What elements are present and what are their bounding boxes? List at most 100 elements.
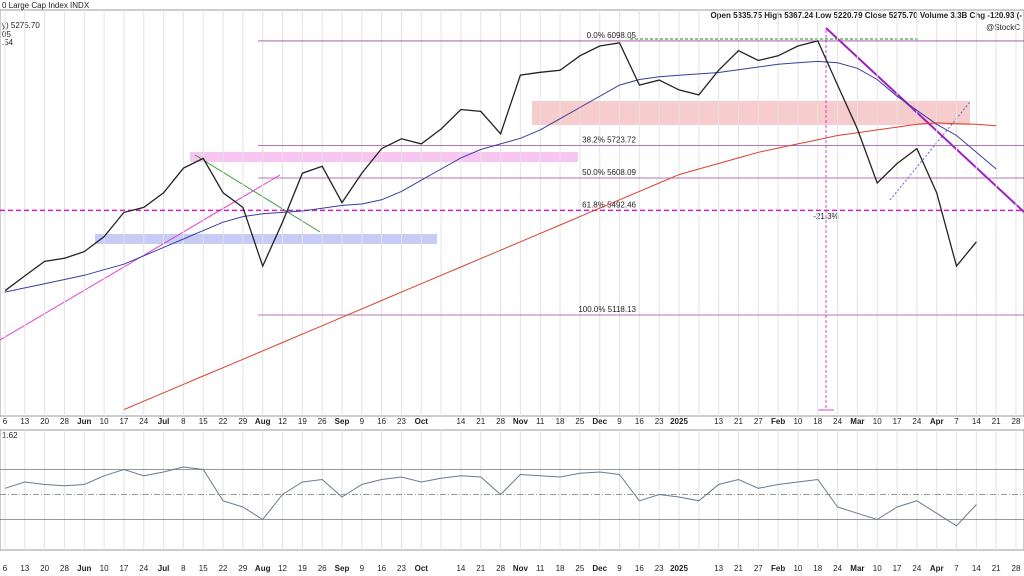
x-tick-label: 24 [833, 417, 842, 426]
x-tick-label: 27 [754, 564, 763, 573]
x-tick-label: 10 [873, 564, 882, 573]
legend-ma50: 05 [2, 30, 11, 39]
x-tick-label: 24 [139, 417, 148, 426]
x-tick-label: 10 [100, 417, 109, 426]
x-tick-label: 21 [992, 564, 1001, 573]
x-tick-label: 14 [456, 417, 465, 426]
trend-line [194, 154, 321, 233]
x-tick-label: 25 [575, 417, 584, 426]
x-tick-label: 9 [617, 417, 622, 426]
fib-label: 50.0% 5608.09 [582, 168, 636, 177]
x-tick-label: 17 [893, 417, 902, 426]
x-tick-label: Nov [513, 564, 529, 573]
x-tick-label: 9 [617, 564, 622, 573]
x-tick-label: 27 [754, 417, 763, 426]
x-tick-label: Apr [930, 564, 944, 573]
x-tick-label: 24 [912, 564, 921, 573]
x-tick-label: Sep [335, 417, 350, 426]
x-tick-label: Mar [850, 417, 864, 426]
x-tick-label: 12 [278, 564, 287, 573]
x-tick-label: 2025 [670, 564, 688, 573]
series-line [4, 40, 977, 292]
x-tick-label: 21 [734, 417, 743, 426]
x-tick-label: 24 [912, 417, 921, 426]
legend-ma200: .54 [2, 38, 14, 47]
x-tick-label: 8 [181, 564, 186, 573]
x-tick-label: 24 [139, 564, 148, 573]
x-tick-label: 28 [60, 564, 69, 573]
series-line [123, 122, 997, 411]
x-tick-label: 6 [3, 564, 8, 573]
chart-title: 0 Large Cap Index INDX [2, 1, 90, 10]
fib-label: 61.8% 5492.46 [582, 200, 636, 209]
x-tick-label: Oct [415, 417, 429, 426]
x-tick-label: 10 [100, 564, 109, 573]
x-tick-label: 14 [456, 564, 465, 573]
x-tick-label: 6 [3, 417, 8, 426]
legend-price: y) 5275.70 [2, 21, 40, 30]
x-tick-label: 17 [119, 564, 128, 573]
x-tick-label: 13 [20, 417, 29, 426]
x-tick-label: 16 [377, 417, 386, 426]
x-tick-label: 22 [219, 417, 228, 426]
x-tick-label: 8 [181, 417, 186, 426]
x-tick-label: 13 [714, 564, 723, 573]
x-tick-label: Dec [592, 564, 607, 573]
x-tick-label: 24 [833, 564, 842, 573]
x-tick-label: 13 [714, 417, 723, 426]
x-tick-label: Jun [77, 417, 91, 426]
x-tick-label: 14 [972, 417, 981, 426]
x-tick-label: 9 [360, 564, 365, 573]
x-tick-label: 16 [635, 417, 644, 426]
x-tick-label: 28 [496, 564, 505, 573]
x-tick-label: 18 [556, 564, 565, 573]
x-tick-label: 21 [476, 417, 485, 426]
x-tick-label: 18 [556, 417, 565, 426]
x-tick-label: 23 [655, 564, 664, 573]
rsi-line [4, 466, 977, 527]
resistance-zone [532, 101, 970, 125]
x-tick-label: 18 [813, 564, 822, 573]
watermark: @StockC [986, 23, 1020, 32]
x-tick-label: 10 [793, 417, 802, 426]
x-tick-label: 21 [734, 564, 743, 573]
x-tick-label: Jul [158, 417, 170, 426]
rsi-panel [0, 429, 1024, 551]
x-tick-label: Apr [930, 417, 944, 426]
trend-line [825, 27, 1024, 213]
x-tick-label: 9 [360, 417, 365, 426]
x-tick-label: 21 [476, 564, 485, 573]
x-tick-label: 28 [60, 417, 69, 426]
x-tick-label: 21 [992, 417, 1001, 426]
x-tick-label: 11 [536, 564, 545, 573]
x-tick-label: Feb [771, 417, 785, 426]
x-tick-label: 29 [238, 564, 247, 573]
x-tick-label: 12 [278, 417, 287, 426]
x-tick-label: 19 [298, 417, 307, 426]
x-tick-label: 22 [219, 564, 228, 573]
fib-label: 38.2% 5723.72 [582, 136, 636, 145]
x-tick-label: 13 [20, 564, 29, 573]
x-tick-label: 19 [298, 564, 307, 573]
x-tick-label: 16 [377, 564, 386, 573]
x-tick-label: 28 [1012, 417, 1021, 426]
x-tick-label: 15 [199, 564, 208, 573]
x-tick-label: 20 [40, 564, 49, 573]
drawdown-label: -21.3% [813, 212, 838, 221]
quote: Open 5335.75 High 5367.24 Low 5220.79 Cl… [710, 11, 1022, 20]
x-tick-label: Jul [158, 564, 170, 573]
x-tick-label: 10 [873, 417, 882, 426]
x-tick-label: Sep [335, 564, 350, 573]
x-tick-label: Jun [77, 564, 91, 573]
x-tick-label: Aug [255, 417, 271, 426]
x-tick-label: 17 [119, 417, 128, 426]
x-tick-label: 17 [893, 564, 902, 573]
x-tick-label: 7 [954, 417, 959, 426]
x-tick-label: 15 [199, 417, 208, 426]
x-tick-label: 10 [793, 564, 802, 573]
zone [190, 152, 578, 162]
x-tick-label: Oct [415, 564, 429, 573]
x-tick-label: 23 [397, 417, 406, 426]
